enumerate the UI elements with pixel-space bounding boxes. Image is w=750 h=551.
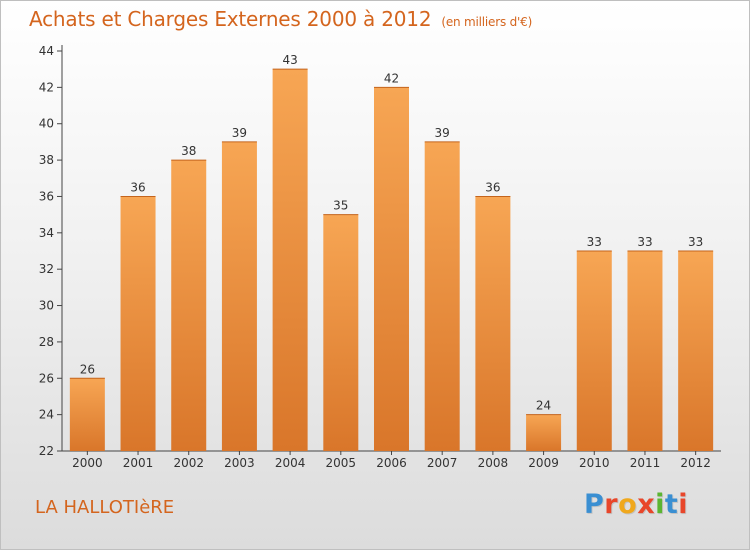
x-tick-label: 2004 [275,456,306,470]
chart-title: Achats et Charges Externes 2000 à 2012 (e… [29,7,532,31]
x-tick-label: 2009 [528,456,559,470]
bar [678,251,714,451]
x-tick-label: 2003 [224,456,255,470]
y-tick-label: 44 [39,44,54,58]
y-tick-label: 38 [39,153,54,167]
x-tick-label: 2007 [427,456,458,470]
data-label: 36 [485,180,500,194]
logo-letter: x [637,489,656,520]
y-tick-label: 42 [39,80,54,94]
bar [526,414,562,451]
bar [475,196,511,451]
y-tick-label: 32 [39,262,54,276]
bar [374,87,409,451]
x-tick-label: 2000 [72,456,103,470]
data-label: 33 [688,235,703,249]
x-tick-label: 2002 [173,456,204,470]
data-label: 39 [435,126,450,140]
x-tick-label: 2006 [376,456,407,470]
y-tick-label: 34 [39,226,54,240]
logo-letter: t [664,489,679,520]
proxiti-logo: Proxiti [584,489,688,520]
x-tick-label: 2008 [478,456,509,470]
y-tick-label: 30 [39,299,54,313]
bar [272,69,308,451]
y-tick-label: 28 [39,335,54,349]
commune-name: LA HALLOTIèRE [35,497,175,518]
y-tick-label: 24 [39,408,54,422]
data-label: 36 [130,180,145,194]
x-tick-label: 2011 [630,456,661,470]
bar [576,251,612,451]
data-label: 33 [637,235,652,249]
y-tick-label: 22 [39,444,54,458]
bar [221,141,257,451]
bar [120,196,156,451]
logo-letter: i [655,489,665,520]
y-tick-label: 26 [39,371,54,385]
data-label: 43 [282,53,297,67]
logo-letter: i [678,489,689,520]
data-label: 38 [181,144,196,158]
data-label: 39 [232,126,247,140]
y-tick-label: 36 [39,189,54,203]
bar [323,214,359,451]
logo-letter: r [604,489,619,520]
unit-note: (en milliers d'€) [441,15,533,29]
bar [424,141,460,451]
bar [171,160,207,451]
y-tick-label: 40 [39,117,54,131]
bar [69,378,105,451]
title-text: Achats et Charges Externes 2000 à 2012 [29,7,432,31]
data-label: 42 [384,71,399,85]
data-label: 24 [536,399,551,413]
x-tick-label: 2005 [326,456,357,470]
logo-letter: o [618,489,638,520]
x-tick-label: 2012 [680,456,711,470]
x-tick-label: 2001 [123,456,154,470]
x-tick-label: 2010 [579,456,610,470]
data-label: 35 [333,199,348,213]
logo-letter: P [584,489,605,520]
data-label: 33 [587,235,602,249]
bar [627,251,663,451]
data-label: 26 [80,362,95,376]
